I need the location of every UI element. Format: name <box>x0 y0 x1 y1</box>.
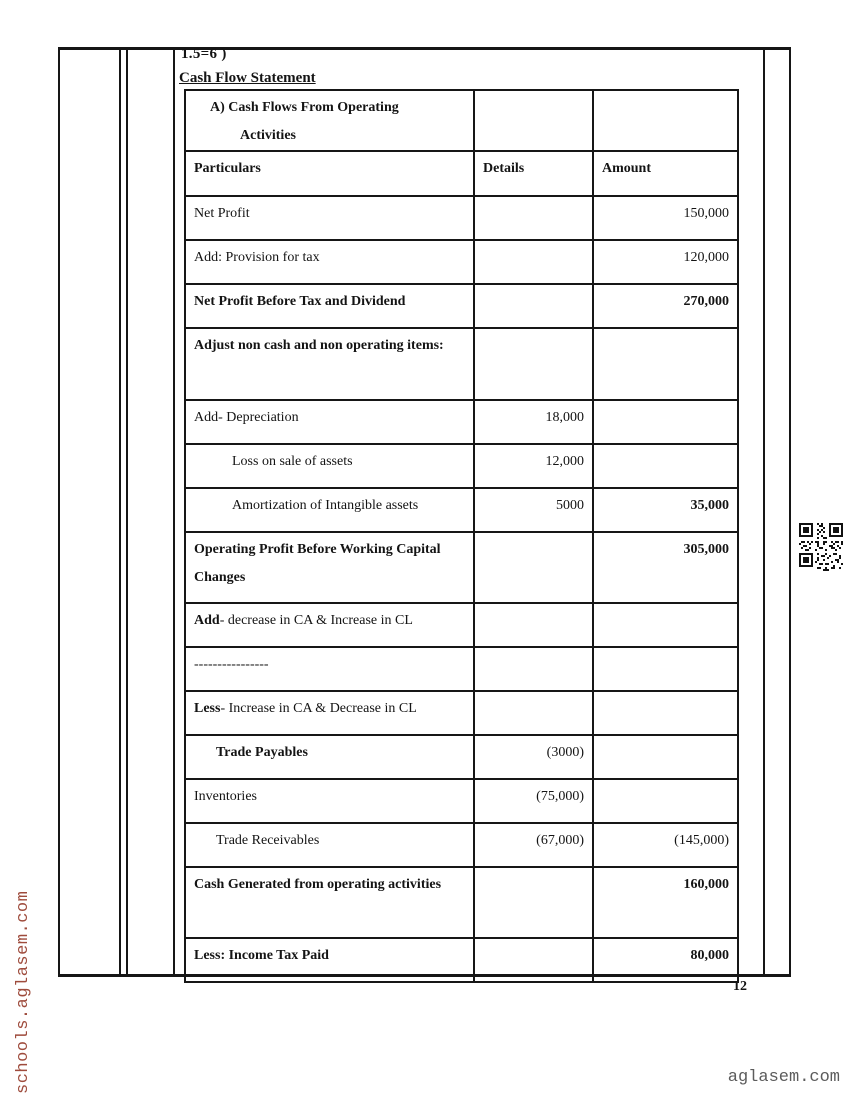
cell-details: 5000 <box>473 487 594 533</box>
column-header-amount: Amount <box>592 150 739 197</box>
empty-cell <box>592 89 739 152</box>
cell-particulars: Inventories <box>184 778 475 824</box>
page-number: 12 <box>733 979 747 994</box>
cell-particulars: Add: Provision for tax <box>184 239 475 285</box>
cell-amount: 120,000 <box>592 239 739 285</box>
cell-details <box>473 690 594 736</box>
cell-details: (75,000) <box>473 778 594 824</box>
question-marks: 1.5=6 ) <box>181 46 227 62</box>
cell-particulars: Add- Depreciation <box>184 399 475 445</box>
table-row: Add: Provision for tax 120,000 <box>184 239 739 285</box>
cell-details: (67,000) <box>473 822 594 868</box>
cell-particulars: Amortization of Intangible assets <box>184 487 475 533</box>
cell-particulars: Less: Income Tax Paid <box>184 937 475 983</box>
cell-details <box>473 239 594 285</box>
cell-particulars: Less- Increase in CA & Decrease in CL <box>184 690 475 736</box>
cell-details: (3000) <box>473 734 594 780</box>
section-header-line1: A) Cash Flows From Operating <box>210 100 399 115</box>
cell-amount: 270,000 <box>592 283 739 329</box>
page-title: Cash Flow Statement <box>179 70 316 86</box>
table-row: Operating Profit Before Working Capital … <box>184 531 739 604</box>
cell-particulars: Trade Receivables <box>184 822 475 868</box>
table-row: Cash Generated from operating activities… <box>184 866 739 939</box>
cell-amount: 35,000 <box>592 487 739 533</box>
cell-details <box>473 602 594 648</box>
cell-details <box>473 327 594 401</box>
cell-details <box>473 937 594 983</box>
cell-particulars: Net Profit <box>184 195 475 241</box>
cell-details <box>473 866 594 939</box>
cell-particulars: Loss on sale of assets <box>184 443 475 489</box>
column-header-particulars: Particulars <box>184 150 475 197</box>
cell-amount: 160,000 <box>592 866 739 939</box>
cell-details <box>473 283 594 329</box>
cell-details: 12,000 <box>473 443 594 489</box>
cell-particulars: Add- decrease in CA & Increase in CL <box>184 602 475 648</box>
section-header-line2: Activities <box>240 128 296 143</box>
cell-particulars: Adjust non cash and non operating items: <box>184 327 475 401</box>
cell-amount: 305,000 <box>592 531 739 604</box>
cell-details: 18,000 <box>473 399 594 445</box>
cell-amount <box>592 734 739 780</box>
right-margin-line <box>763 49 765 975</box>
cash-flow-table: A) Cash Flows From Operating Activities … <box>184 89 739 983</box>
column-header-row: Particulars Details Amount <box>184 150 739 197</box>
empty-cell <box>473 89 594 152</box>
table-row: Add- Depreciation 18,000 <box>184 399 739 445</box>
footer-watermark: aglasem.com <box>727 1068 840 1087</box>
cell-amount: 80,000 <box>592 937 739 983</box>
cell-particulars: Cash Generated from operating activities <box>184 866 475 939</box>
cell-details <box>473 646 594 692</box>
table-row: Add- decrease in CA & Increase in CL <box>184 602 739 648</box>
section-header-cell: A) Cash Flows From Operating Activities <box>184 89 475 152</box>
cell-details <box>473 531 594 604</box>
table-row: Loss on sale of assets 12,000 <box>184 443 739 489</box>
table-row: Amortization of Intangible assets 5000 35,… <box>184 487 739 533</box>
table-row: Net Profit 150,000 <box>184 195 739 241</box>
cell-amount <box>592 778 739 824</box>
table-row: Trade Receivables (67,000) (145,000) <box>184 822 739 868</box>
table-row: Less- Increase in CA & Decrease in CL <box>184 690 739 736</box>
table-row: Inventories (75,000) <box>184 778 739 824</box>
cell-particulars: Operating Profit Before Working Capital … <box>184 531 475 604</box>
margin-line-inner <box>126 49 128 975</box>
table-row: Less: Income Tax Paid 80,000 <box>184 937 739 983</box>
cell-particulars: Net Profit Before Tax and Dividend <box>184 283 475 329</box>
table-row: Net Profit Before Tax and Dividend 270,00… <box>184 283 739 329</box>
section-header-row: A) Cash Flows From Operating Activities <box>184 89 739 152</box>
cell-amount <box>592 602 739 648</box>
table-row: Trade Payables (3000) <box>184 734 739 780</box>
cell-amount: (145,000) <box>592 822 739 868</box>
cell-details <box>473 195 594 241</box>
content-divider-line <box>173 49 175 975</box>
cell-amount <box>592 646 739 692</box>
column-header-details: Details <box>473 150 594 197</box>
cell-amount <box>592 443 739 489</box>
cell-particulars: Trade Payables <box>184 734 475 780</box>
cell-amount <box>592 690 739 736</box>
side-watermark: schools.aglasem.com <box>14 890 33 1094</box>
cell-particulars: ---------------- <box>184 646 475 692</box>
cell-amount: 150,000 <box>592 195 739 241</box>
table-row: Adjust non cash and non operating items: <box>184 327 739 401</box>
qr-code <box>799 523 843 571</box>
cell-amount <box>592 327 739 401</box>
table-row: ---------------- <box>184 646 739 692</box>
margin-line-outer <box>119 49 121 975</box>
cell-amount <box>592 399 739 445</box>
